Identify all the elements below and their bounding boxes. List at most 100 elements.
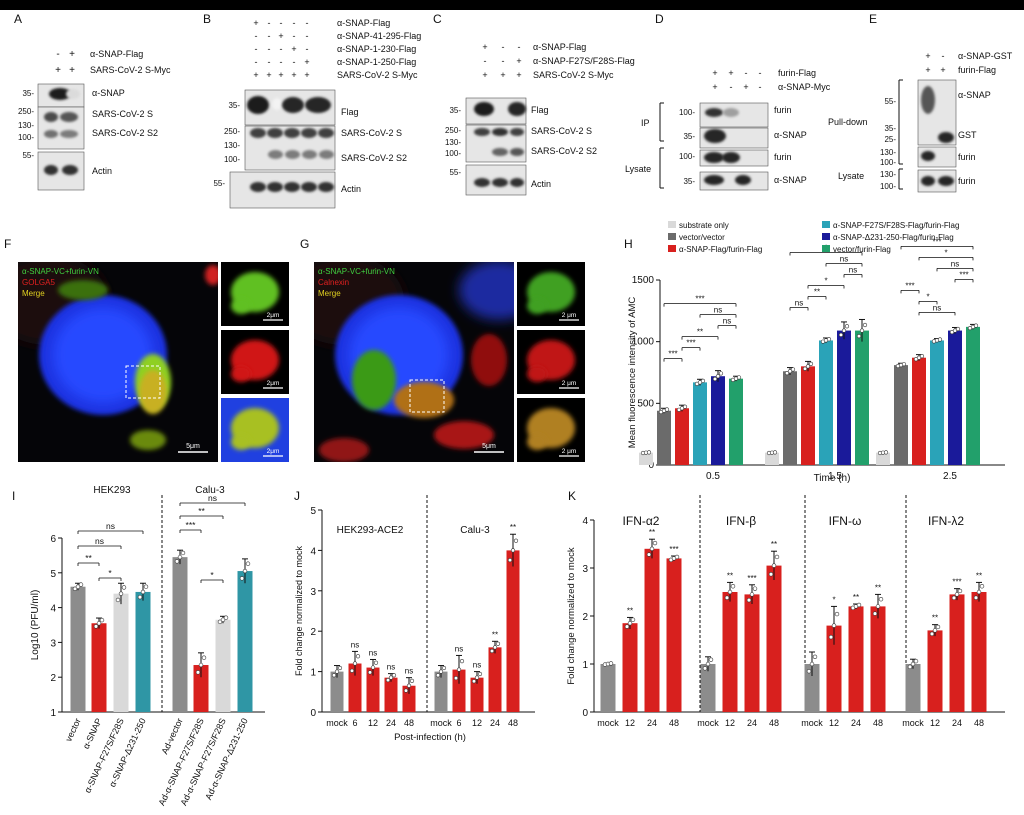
sig-label: * [832,595,835,604]
panel-f: Fα-SNAP-VC+furin-VN GOLGA5 Merge 5μm 2μm 2μm 2… [4,237,289,462]
data-point [373,660,379,665]
legend-label: vector/furin-Flag [833,245,891,254]
data-point [937,337,943,342]
bar [384,677,398,712]
band [510,178,524,187]
x-tick-label: 12 [472,718,482,728]
x-axis-label: Time (h) [814,473,851,484]
panel-letter: G [300,237,309,251]
x-tick-label: mock [597,718,619,728]
sig-label: *** [669,545,678,554]
er-red [434,421,494,449]
sig-label: ** [198,506,205,516]
x-tick-label: 0.5 [706,471,720,482]
bar [905,664,921,712]
bar [639,452,653,465]
data-point [352,661,358,666]
bar [644,548,660,712]
sig-label: ns [473,661,481,670]
blot-lys-furin [917,169,957,193]
blot-label: furin [958,176,976,186]
bar [237,571,253,712]
sign: - [306,44,309,54]
sign: + [253,70,258,80]
group-label: Calu-3 [460,525,490,536]
bar [434,671,448,712]
inset-signal [527,434,547,450]
y-axis-label: Log10 (PFU/ml) [30,590,41,661]
x-tick-label: 24 [647,718,657,728]
group-label: IFN-α2 [623,514,660,528]
legend-swatch [822,245,830,252]
micrograph-content [18,262,218,450]
data-point [802,366,808,371]
sig-label: ns [405,667,413,676]
sign: + [925,51,930,61]
sig-label: *** [905,281,914,290]
x-tick-label: mock [697,718,719,728]
data-point [682,404,688,409]
x-tick-label: 48 [974,718,984,728]
y-tick-label: 1000 [632,337,655,348]
band [938,132,954,143]
sign: - [255,31,258,41]
legend-label: vector/vector [679,233,725,242]
data-point [143,584,149,589]
data-point [664,407,670,412]
panel-letter: H [624,237,633,251]
sig-label: ns [208,493,217,503]
sign: - [759,68,762,78]
data-point [844,324,850,329]
bar [765,452,779,465]
sign: + [304,70,309,80]
band [938,176,954,186]
data-point [438,669,444,674]
legend-label: α-SNAP-Δ231-250-Flag/furin-Flag [833,233,954,242]
data-point [495,641,501,646]
bar [729,378,743,465]
data-point [627,620,633,626]
legend-text: α-SNAP-VC+furin-VN [22,267,99,276]
x-tick-label: mock [902,718,924,728]
sign: + [482,42,487,52]
sig-label: ns [369,648,377,657]
y-axis-label: Fold change normalized to mock [566,547,577,685]
data-point [456,667,462,672]
data-point [812,654,818,659]
group-label: Lysate [625,164,651,174]
sig-label: * [108,568,112,578]
data-point [831,623,837,628]
marker: 55- [884,97,896,106]
marker: 100- [18,133,34,142]
legend-label: substrate only [679,221,729,230]
data-point [883,450,889,455]
data-point [489,648,495,654]
data-point [674,554,680,560]
er-merge [394,382,454,418]
sig-label: * [210,570,214,580]
x-tick-label: 12 [829,718,839,728]
panel-letter: D [655,12,664,26]
band [44,130,58,138]
band [319,150,334,159]
legend-text: Merge [318,289,341,298]
group-label: IP [641,118,650,128]
bar [600,664,616,712]
sign: - [56,49,59,60]
data-point [838,332,844,337]
data-point [708,657,714,662]
data-point [649,546,655,551]
data-point [652,540,658,546]
band [60,112,78,122]
row-label: α-SNAP-1-250-Flag [337,57,416,67]
y-tick-label: 0 [582,708,588,719]
data-point [93,624,99,629]
band [704,129,726,143]
data-point [705,661,711,667]
sig-label: ** [875,583,881,592]
data-point [492,645,498,650]
sign: + [925,65,930,75]
x-tick-label: 48 [873,718,883,728]
legend-text: Merge [22,289,45,298]
